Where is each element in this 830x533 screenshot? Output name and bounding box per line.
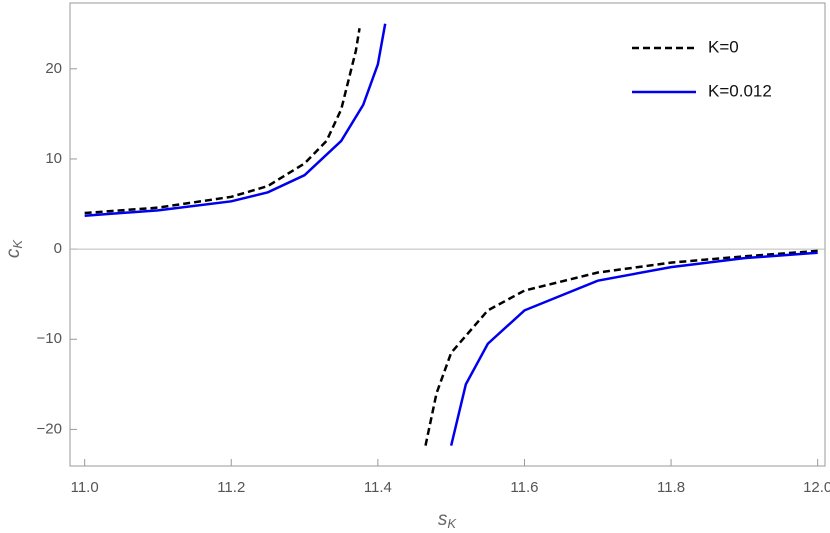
y-axis-label-sub: K bbox=[10, 239, 25, 249]
y-axis-label: cK bbox=[3, 239, 25, 259]
x-axis-label: sK bbox=[438, 509, 458, 531]
y-tick-label: −10 bbox=[37, 330, 62, 347]
y-axis-label-main: c bbox=[3, 248, 24, 258]
x-tick-label: 12.0 bbox=[803, 479, 830, 496]
legend-label: K=0 bbox=[708, 37, 739, 56]
x-tick-label: 11.0 bbox=[71, 479, 99, 496]
series-line bbox=[84, 28, 818, 446]
x-axis-label-sub: K bbox=[447, 516, 457, 531]
plot-frame bbox=[69, 2, 826, 467]
x-tick-label: 11.2 bbox=[217, 479, 245, 496]
series-line bbox=[84, 23, 818, 446]
y-tick-label: 10 bbox=[45, 150, 62, 167]
x-tick-label: 11.4 bbox=[364, 479, 392, 496]
y-tick-label: 0 bbox=[54, 240, 62, 257]
x-tick-label: 11.8 bbox=[657, 479, 685, 496]
y-tick-label: −20 bbox=[37, 420, 62, 437]
x-axis-label-main: s bbox=[438, 509, 448, 530]
legend-label: K=0.012 bbox=[708, 81, 772, 100]
y-tick-label: 20 bbox=[45, 60, 62, 77]
x-tick-label: 11.6 bbox=[510, 479, 538, 496]
